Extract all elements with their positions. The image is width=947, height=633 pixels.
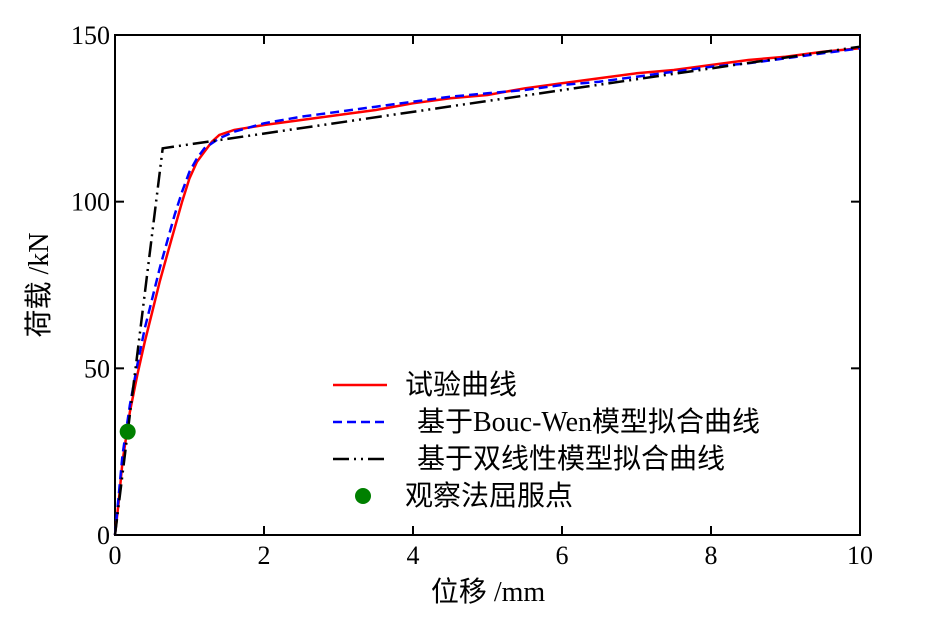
- legend-marker: [355, 488, 371, 504]
- yield-point-marker: [119, 423, 136, 440]
- x-axis-label: 位移 /mm: [431, 576, 546, 608]
- legend-label: 基于双线性模型拟合曲线: [417, 443, 725, 475]
- y-tick-label: 0: [97, 521, 110, 550]
- x-tick-label: 4: [407, 541, 420, 570]
- legend-label: 试验曲线: [405, 369, 517, 401]
- x-tick-label: 10: [847, 541, 873, 570]
- legend-label: 基于Bouc-Wen模型拟合曲线: [417, 406, 760, 438]
- x-tick-label: 2: [258, 541, 271, 570]
- series-line-1: [113, 47, 861, 536]
- x-tick-label: 6: [556, 541, 569, 570]
- y-tick-label: 50: [84, 354, 110, 383]
- x-tick-label: 0: [109, 541, 122, 570]
- series-line-2: [113, 45, 861, 536]
- plot-frame: [114, 34, 861, 536]
- y-tick-label: 100: [71, 188, 110, 217]
- series-layer: [113, 45, 861, 536]
- y-tick-label: 150: [71, 21, 110, 50]
- x-tick-label: 8: [705, 541, 718, 570]
- legend-label: 观察法屈服点: [405, 480, 573, 512]
- y-axis-label: 荷载 /kN: [23, 232, 55, 337]
